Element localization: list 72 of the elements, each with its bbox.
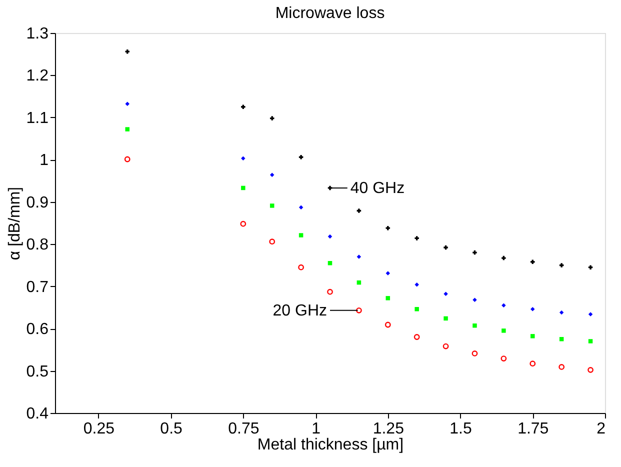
y-tick-label: 1 (40, 152, 49, 170)
point (241, 186, 246, 190)
point (558, 364, 565, 370)
point (241, 104, 246, 110)
point (472, 298, 477, 302)
annotation: 40 GHz (350, 180, 405, 197)
x-tick-label: 1.5 (450, 420, 472, 438)
point (588, 265, 593, 270)
point (442, 343, 449, 350)
point (472, 323, 477, 328)
y-tick-label: 0.4 (26, 406, 49, 422)
point (414, 307, 419, 312)
point (241, 156, 246, 161)
point (414, 236, 419, 240)
x-tick-label: 1.75 (518, 420, 549, 438)
point (588, 339, 593, 344)
point (472, 350, 478, 356)
point (530, 360, 536, 367)
point (298, 264, 304, 270)
x-tick-label: 0.75 (228, 420, 260, 438)
point (269, 238, 276, 245)
y-axis-title: α [dB/mm] (6, 186, 24, 260)
point (386, 296, 390, 300)
point (530, 307, 535, 312)
point (356, 307, 362, 314)
y-tick-label: 1.1 (26, 110, 49, 127)
point (414, 282, 419, 287)
y-tick-label: 0.9 (26, 194, 49, 212)
x-tick-label: 1.25 (372, 420, 404, 438)
point (298, 155, 304, 160)
point (559, 310, 564, 315)
point (356, 208, 362, 213)
point (502, 303, 506, 308)
point (270, 116, 274, 120)
y-tick-label: 0.7 (26, 278, 49, 296)
point (125, 127, 130, 132)
point (500, 356, 507, 362)
point (384, 322, 391, 328)
x-tick-label: 0.25 (83, 420, 115, 438)
point (530, 334, 535, 338)
point (386, 226, 390, 230)
chart-title: Microwave loss (275, 5, 385, 22)
x-tick-label: 0.5 (160, 420, 183, 438)
point (328, 186, 332, 190)
x-tick-label: 2 (596, 420, 606, 438)
y-tick-label: 0.8 (26, 236, 49, 254)
y-tick-label: 0.6 (26, 321, 49, 338)
point (240, 220, 246, 227)
point (298, 233, 304, 238)
point (125, 49, 130, 54)
point (125, 102, 130, 106)
point (530, 260, 535, 264)
point (502, 328, 506, 333)
point (328, 234, 332, 239)
x-axis-title: Metal thickness [µm] (257, 436, 404, 454)
point (327, 288, 333, 295)
annotation: 20 GHz (272, 302, 327, 320)
point (559, 263, 564, 268)
point (444, 316, 448, 321)
point (444, 245, 448, 250)
y-tick-label: 1.3 (26, 26, 49, 42)
point (124, 156, 130, 162)
y-tick-label: 1.2 (26, 68, 49, 85)
point (270, 204, 274, 208)
point (414, 334, 420, 340)
point (472, 250, 477, 255)
point (270, 172, 274, 177)
point (588, 366, 594, 373)
point (502, 256, 506, 260)
y-tick-label: 0.5 (26, 363, 49, 380)
point (298, 205, 304, 210)
x-tick-label: 1 (312, 420, 321, 438)
